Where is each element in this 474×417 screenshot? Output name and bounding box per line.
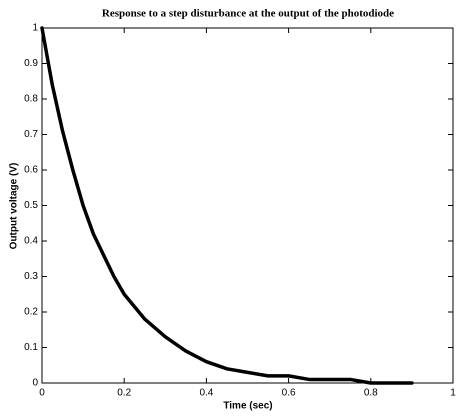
y-tick-label: 0.7: [24, 129, 38, 140]
x-tick-label: 1: [450, 388, 456, 399]
x-tick-label: 0: [39, 388, 45, 399]
y-tick-label: 0.6: [24, 165, 38, 176]
x-tick-label: 0.6: [282, 388, 296, 399]
y-tick-label: 0.4: [24, 236, 38, 247]
y-tick-label: 0.9: [24, 58, 38, 69]
x-axis-label: Time (sec): [223, 401, 272, 412]
line: [40, 26, 414, 385]
y-tick-label: 0.8: [24, 94, 38, 105]
y-tick-label: 0.2: [24, 307, 38, 318]
chart-title: Response to a step disturbance at the ou…: [102, 8, 394, 20]
y-tick-label: 0: [32, 378, 38, 389]
y-axis-label: Output voltage (V): [9, 163, 20, 250]
x-tick-label: 0.2: [117, 388, 131, 399]
y-tick-label: 0.5: [24, 200, 38, 211]
x-tick-label: 0.4: [199, 388, 213, 399]
y-tick-label: 0.1: [24, 342, 38, 353]
y-tick-label: 0.3: [24, 271, 38, 282]
x-tick-label: 0.8: [364, 388, 378, 399]
y-tick-label: 1: [32, 23, 38, 34]
